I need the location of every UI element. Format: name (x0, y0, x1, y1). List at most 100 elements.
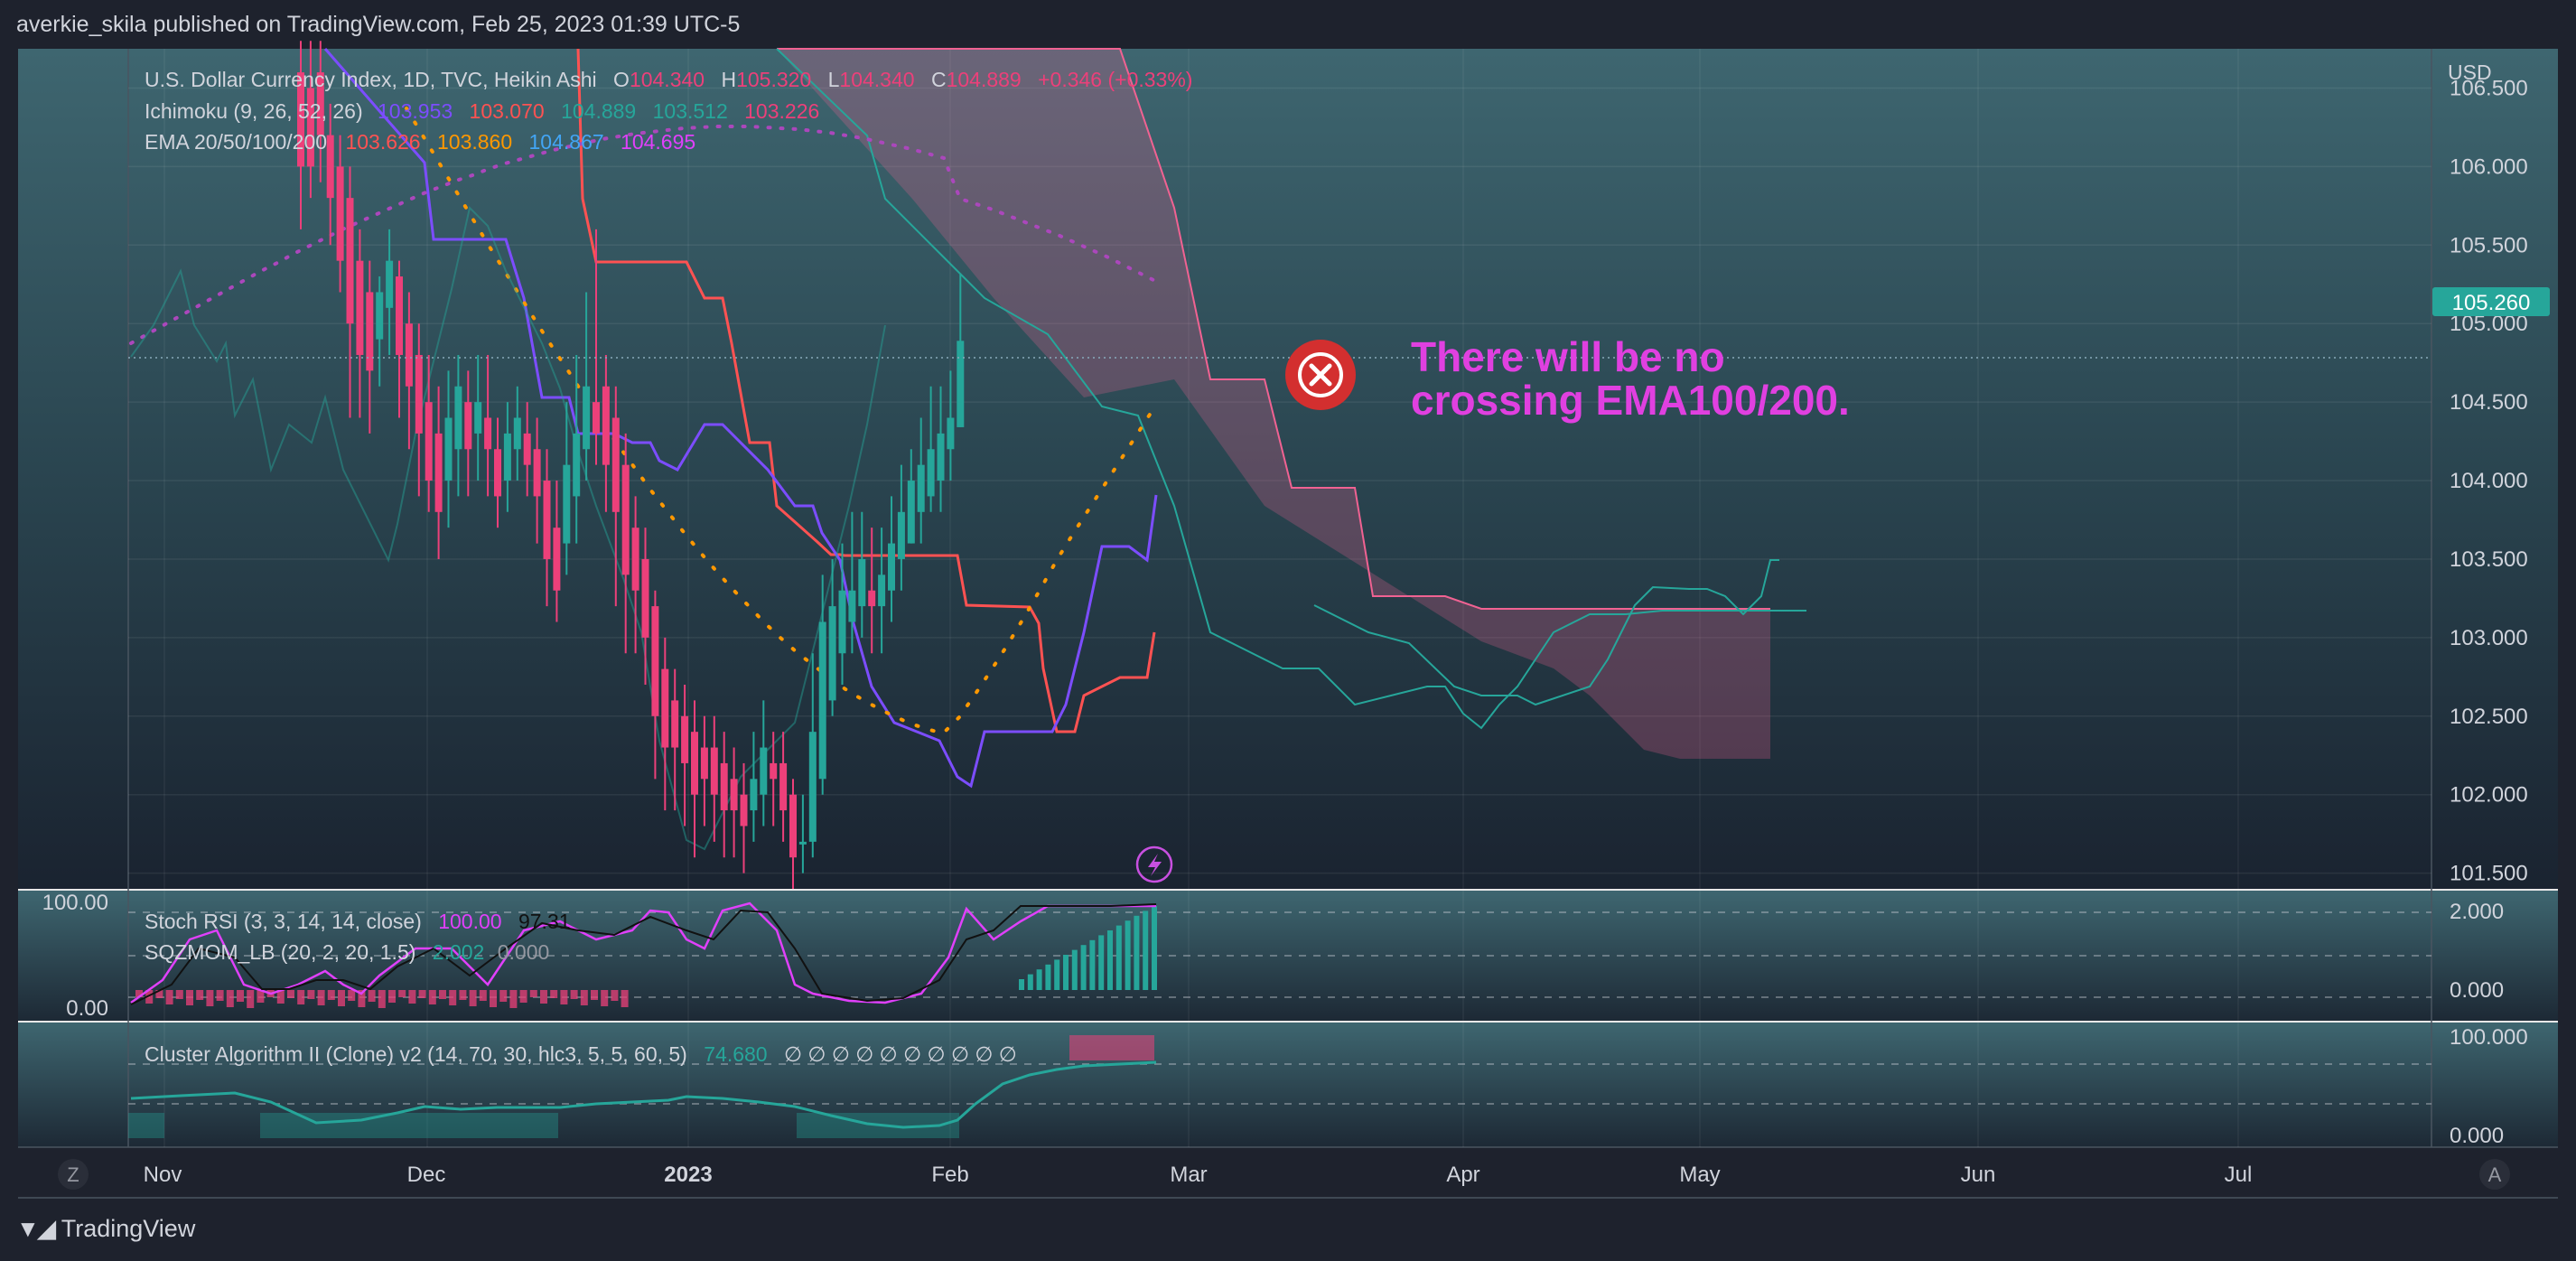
candle-body (336, 166, 344, 261)
sqz-bar (408, 990, 416, 1004)
sqz-bar (237, 990, 244, 1002)
indicator-lines (129, 48, 1158, 851)
chikou-line (130, 206, 886, 851)
candle-body (366, 292, 374, 371)
candle-body (937, 433, 945, 481)
stoch-axis-right-bottom: 0.000 (2450, 978, 2504, 1003)
stoch-axis-left-bottom: 0.00 (66, 996, 108, 1021)
sqz-bar (601, 990, 609, 1006)
legend-change: +0.346 (+0.33%) (1038, 68, 1192, 91)
candle-body (464, 402, 472, 450)
sqz-bar (1098, 935, 1105, 990)
legend-symbol: U.S. Dollar Currency Index, 1D, TVC, Hei… (145, 68, 597, 91)
candle-body (779, 762, 788, 811)
ichimoku-cloud-fill (777, 49, 1770, 759)
price-tick-label: 103.000 (2450, 626, 2528, 650)
legend-ema: EMA 20/50/100/200 (145, 130, 327, 154)
publish-info-text: averkie_skila published on TradingView.c… (16, 12, 741, 37)
candle-body (602, 386, 610, 465)
candle-body (671, 700, 679, 748)
time-axis[interactable] (18, 1147, 2558, 1198)
candle-body (405, 323, 413, 387)
kijun-line (576, 48, 1156, 733)
candle-body (434, 433, 443, 512)
sqz-bar (529, 990, 537, 997)
current-price-value: 105.260 (2452, 291, 2531, 315)
annotation-line-1: There will be no (1411, 333, 1725, 380)
candle-body (828, 606, 836, 701)
candle-body (651, 606, 659, 716)
time-tick-label: 2023 (664, 1163, 712, 1187)
price-tick-label: 103.500 (2450, 547, 2528, 572)
sqz-bar (1152, 906, 1157, 990)
legend-stoch[interactable]: Stoch RSI (3, 3, 14, 14, close) 100.00 9… (145, 910, 571, 964)
sqz-bar (1019, 979, 1024, 990)
sqz-bar (509, 990, 518, 1008)
sqz-bar (216, 990, 224, 1001)
candle-body (720, 762, 728, 811)
candle-body (730, 779, 738, 811)
ema100-line (405, 107, 1156, 736)
sqz-bar (611, 990, 619, 1001)
time-tick-label: May (1679, 1163, 1720, 1187)
candle-body (740, 794, 748, 827)
cluster-plot (128, 1035, 2431, 1138)
candle-body (454, 386, 462, 450)
price-tick-label: 105.500 (2450, 233, 2528, 257)
price-tick-label: 104.500 (2450, 390, 2528, 415)
candle-body (611, 417, 620, 512)
sqz-bar (1107, 930, 1113, 990)
candle-body (848, 590, 856, 622)
ema200-line (129, 125, 1157, 345)
candle-body (297, 72, 304, 167)
candle-body (523, 433, 531, 465)
publish-info-bar: averkie_skila published on TradingView.c… (0, 0, 2576, 49)
candle-body (513, 417, 521, 450)
candle-body (868, 590, 876, 607)
sqz-bar (175, 990, 183, 999)
time-tick-label: Jul (2225, 1163, 2253, 1187)
candle-body (631, 528, 639, 591)
candle-body (474, 402, 482, 434)
legend-cluster[interactable]: Cluster Algorithm II (Clone) v2 (14, 70,… (145, 1042, 1017, 1066)
sqz-bar (338, 990, 345, 1006)
candle-body (533, 449, 541, 497)
sqz-bar (621, 990, 629, 1007)
sqz-bar (459, 990, 467, 1000)
stoch-d-line (130, 903, 1157, 1005)
sqz-bar (368, 990, 376, 1002)
lightning-icon[interactable] (1135, 845, 1173, 883)
annotation-x-icon (1285, 340, 1356, 410)
auto-scale-z-button[interactable]: Z (58, 1159, 89, 1190)
sqz-bar (1063, 955, 1069, 990)
sqz-bar (469, 990, 477, 1006)
candle-body (661, 668, 669, 748)
sqz-bar (398, 990, 406, 997)
sqz-bar (428, 990, 436, 1004)
candle-body (425, 402, 433, 481)
sqz-bar (1115, 925, 1122, 990)
svg-text:Cluster Algorithm II (Clone) v: Cluster Algorithm II (Clone) v2 (14, 70,… (145, 1042, 1017, 1066)
footer-brand[interactable]: ▼◢ TradingView (16, 1210, 195, 1247)
sqz-bar (570, 990, 578, 999)
time-tick-label: Jun (1961, 1163, 1996, 1187)
candle-body (710, 747, 718, 795)
legend-high: 105.320 (736, 68, 811, 91)
legend-main[interactable]: U.S. Dollar Currency Index, 1D, TVC, Hei… (145, 68, 1192, 154)
sqz-bar (1089, 939, 1096, 990)
svg-text:Z: Z (67, 1163, 79, 1186)
sqz-bar (378, 990, 386, 1008)
time-tick-label: Nov (144, 1163, 182, 1187)
sqz-bar (226, 990, 234, 1007)
legend-low: 104.340 (839, 68, 914, 91)
auto-scale-a-button[interactable]: A (2479, 1159, 2510, 1190)
candle-body (681, 715, 689, 763)
legend-close: 104.889 (947, 68, 1022, 91)
time-tick-label: Mar (1170, 1163, 1207, 1187)
sqz-bar (297, 990, 305, 1004)
candle-body (888, 543, 895, 591)
candle-body (818, 621, 826, 780)
candle-body (691, 732, 698, 795)
cluster-line (130, 1060, 1157, 1129)
